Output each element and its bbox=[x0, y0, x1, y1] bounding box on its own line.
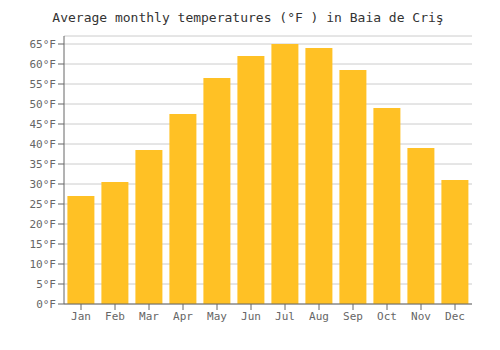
svg-text:0°F: 0°F bbox=[36, 298, 56, 311]
svg-text:Apr: Apr bbox=[173, 310, 193, 323]
svg-text:Sep: Sep bbox=[343, 310, 363, 323]
svg-text:5°F: 5°F bbox=[36, 278, 56, 291]
svg-text:20°F: 20°F bbox=[30, 218, 57, 231]
svg-text:60°F: 60°F bbox=[30, 58, 57, 71]
svg-text:45°F: 45°F bbox=[30, 118, 57, 131]
svg-text:10°F: 10°F bbox=[30, 258, 57, 271]
svg-text:Dec: Dec bbox=[445, 310, 465, 323]
svg-text:Oct: Oct bbox=[377, 310, 397, 323]
svg-text:Jul: Jul bbox=[275, 310, 295, 323]
svg-text:Mar: Mar bbox=[139, 310, 159, 323]
svg-text:Jun: Jun bbox=[241, 310, 261, 323]
svg-text:Jan: Jan bbox=[71, 310, 91, 323]
svg-text:May: May bbox=[207, 310, 227, 323]
svg-text:50°F: 50°F bbox=[30, 98, 57, 111]
svg-text:Aug: Aug bbox=[309, 310, 329, 323]
svg-text:30°F: 30°F bbox=[30, 178, 57, 191]
svg-text:Feb: Feb bbox=[105, 310, 125, 323]
svg-text:55°F: 55°F bbox=[30, 78, 57, 91]
svg-text:15°F: 15°F bbox=[30, 238, 57, 251]
svg-text:35°F: 35°F bbox=[30, 158, 57, 171]
svg-text:Nov: Nov bbox=[411, 310, 431, 323]
svg-text:65°F: 65°F bbox=[30, 38, 57, 51]
svg-text:40°F: 40°F bbox=[30, 138, 57, 151]
svg-text:25°F: 25°F bbox=[30, 198, 57, 211]
html-text:Average monthly temperatures (: Average monthly temperatures (°F ) in Ba… bbox=[52, 10, 444, 25]
